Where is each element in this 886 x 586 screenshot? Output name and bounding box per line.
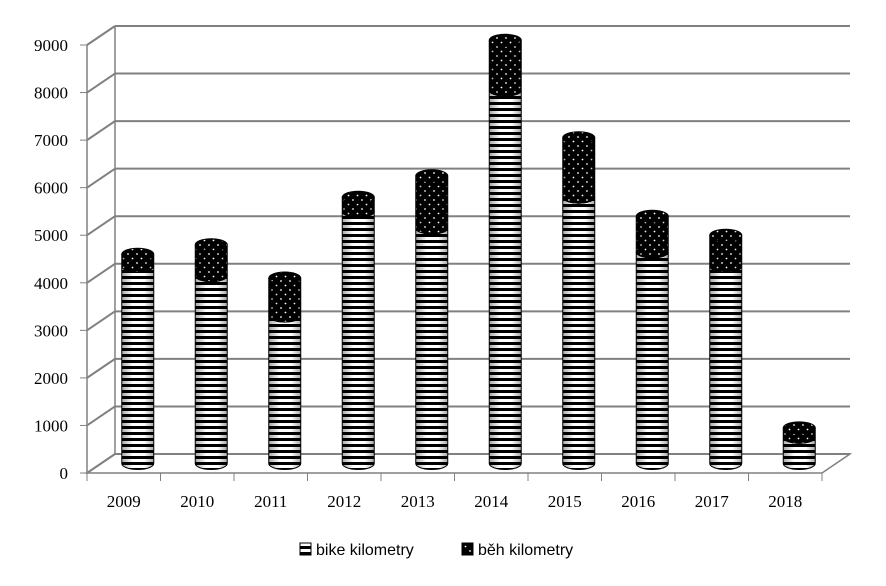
gridline-wall	[86, 358, 116, 379]
bar-bike-2018	[782, 437, 816, 470]
bar-cap-2009	[121, 247, 155, 261]
floor	[84, 453, 853, 474]
x-tick-label: 2012	[327, 492, 361, 511]
bar-cap-2012	[341, 190, 375, 204]
bar-bike-2010	[194, 275, 228, 470]
bar-bike-2009	[121, 266, 155, 470]
bar-cap-2011	[268, 271, 302, 285]
y-tick-label: 8000	[34, 84, 68, 103]
y-tick-label: 7000	[34, 131, 68, 150]
legend-item: běh kilometry	[461, 542, 573, 559]
legend-label: běh kilometry	[478, 542, 573, 559]
bar-beh-2013	[415, 175, 449, 235]
legend-label: bike kilometry	[316, 542, 414, 559]
x-tick-label: 2018	[768, 492, 802, 511]
bar-cap-2018	[782, 421, 816, 435]
bar-cap-2017	[709, 228, 743, 242]
x-tick-label: 2017	[695, 492, 730, 511]
bars	[121, 33, 816, 470]
gridline-wall	[86, 310, 116, 332]
y-tick-label: 3000	[34, 321, 68, 340]
x-tick-label: 2009	[107, 492, 141, 511]
bar-cap-2013	[415, 169, 449, 183]
y-tick-label: 2000	[34, 369, 68, 388]
gridline-wall	[86, 167, 116, 189]
bar-cap-2016	[635, 209, 669, 223]
x-tick-label: 2011	[254, 492, 287, 511]
bar-bike-2013	[415, 227, 449, 470]
bar-cap-2014	[488, 33, 522, 47]
legend-swatch	[461, 542, 474, 556]
bar-bike-2012	[341, 211, 375, 470]
y-tick-label: 0	[60, 464, 69, 483]
bar-bike-2016	[635, 251, 669, 470]
legend: bike kilometry běh kilometry	[299, 542, 573, 559]
gridline-wall	[86, 25, 116, 46]
bar-bike-2014	[488, 90, 522, 470]
bar-beh-2016	[635, 216, 669, 259]
bar-bike-2017	[709, 266, 743, 470]
gridline-wall	[86, 405, 116, 427]
bar-bike-2011	[268, 315, 302, 470]
bar-cap-2010	[194, 238, 228, 252]
y-tick-label: 9000	[34, 36, 68, 55]
legend-swatch	[299, 542, 312, 556]
x-tick-label: 2015	[548, 492, 582, 511]
bar-beh-2014	[488, 40, 522, 97]
gridline-wall	[86, 262, 116, 284]
x-tick-label: 2010	[180, 492, 214, 511]
y-tick-label: 5000	[34, 226, 68, 245]
gridline-wall	[86, 72, 116, 94]
y-tick-label: 1000	[34, 416, 68, 435]
gridline-wall	[86, 215, 116, 237]
gridline-wall	[86, 120, 116, 141]
x-tick-label: 2013	[401, 492, 435, 511]
bar-beh-2015	[562, 137, 596, 204]
y-tick-label: 6000	[34, 179, 68, 198]
gridlines	[86, 25, 850, 474]
legend-item: bike kilometry	[299, 542, 414, 559]
x-tick-label: 2014	[474, 492, 509, 511]
tick-labels: 0 1000 2000 3000 4000 5000 6000 7000 8000 9000 200…	[34, 36, 802, 511]
axes	[80, 26, 853, 481]
bar-beh-2011	[268, 277, 302, 323]
y-tick-label: 4000	[34, 274, 68, 293]
bar-bike-2015	[562, 197, 596, 470]
bar-cap-2015	[562, 131, 596, 145]
x-tick-label: 2016	[621, 492, 655, 511]
